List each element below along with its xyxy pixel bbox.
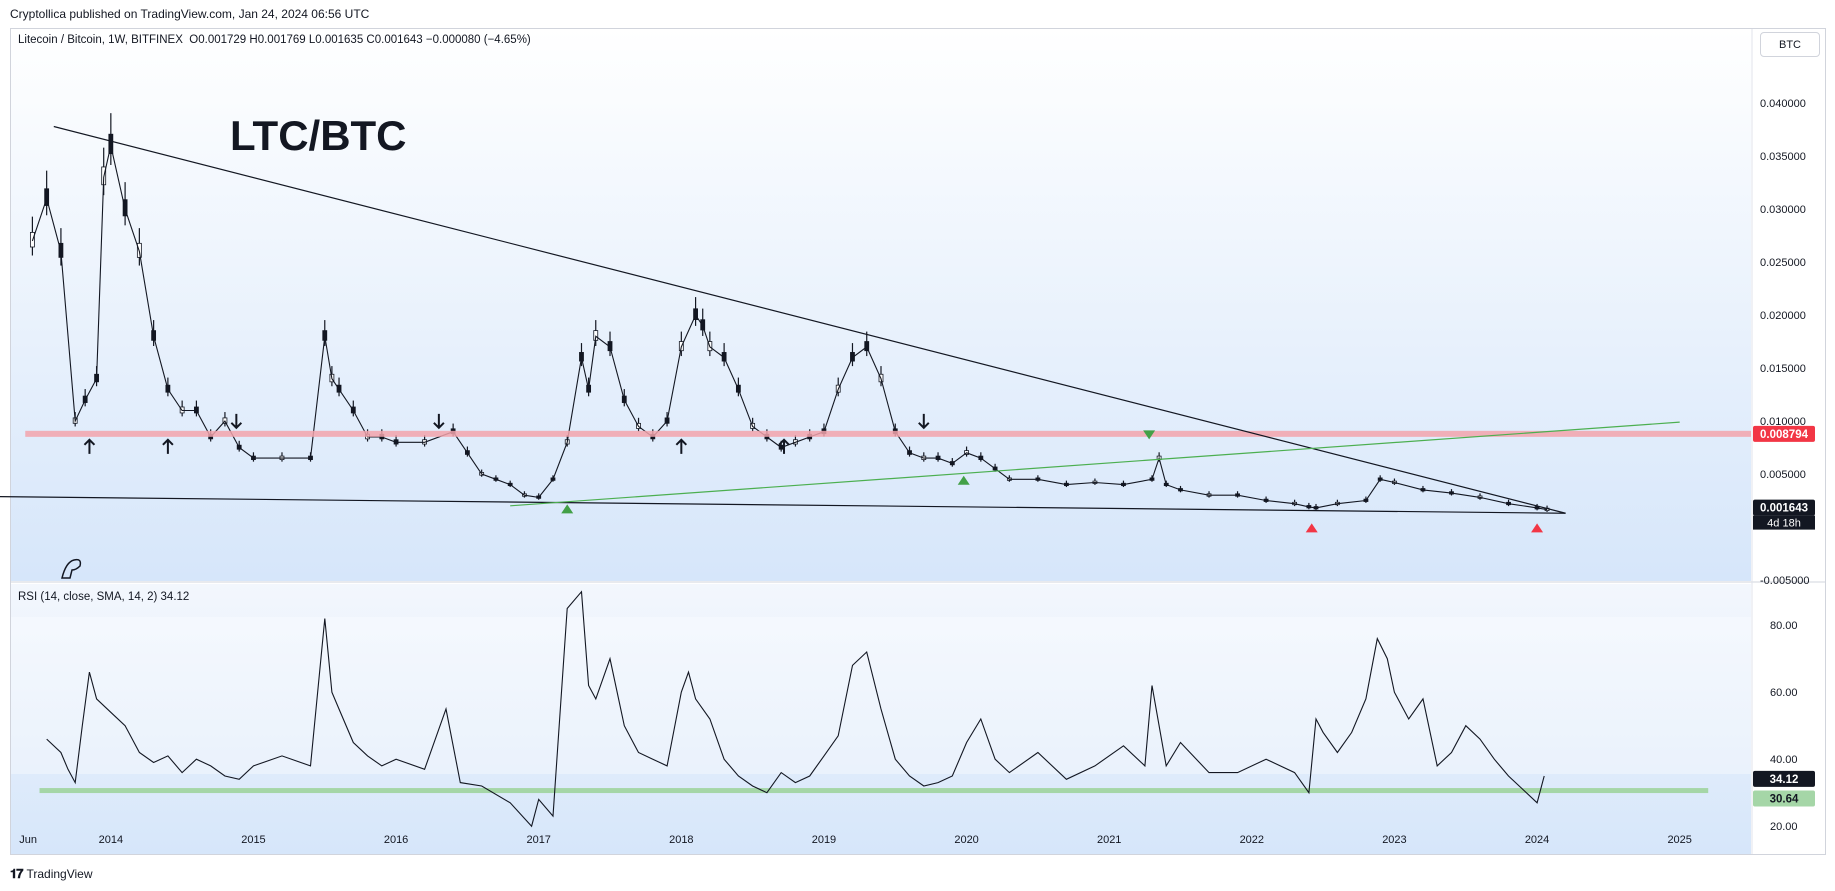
symbol-legend[interactable]: Litecoin / Bitcoin, 1W, BITFINEX O0.0017… <box>18 34 531 46</box>
up-arrow-icon <box>675 438 688 454</box>
rsi-value-badge-bg <box>1753 770 1815 787</box>
rsi-pane-bg <box>11 584 1751 854</box>
down-arrow-icon <box>230 413 243 430</box>
up-arrow-icon-path <box>675 438 688 454</box>
time-tick-label: 2023 <box>1382 834 1406 846</box>
rsi-tick-label: 20.00 <box>1770 821 1798 833</box>
price-tick-label: 0.020000 <box>1760 310 1806 322</box>
price-tick-label: 0.030000 <box>1760 204 1806 216</box>
price-candle-body <box>108 133 114 155</box>
footer-brand-text: TradingView <box>26 867 93 881</box>
rsi-ma-badge: 30.64 <box>1770 794 1799 806</box>
rsi-layer <box>39 590 1709 828</box>
time-tick-label: 2014 <box>99 834 123 846</box>
price-layer <box>0 113 1751 579</box>
support-trendline[interactable] <box>0 496 1566 514</box>
time-tick-label: 2025 <box>1667 834 1691 846</box>
up-arrow-icon <box>778 438 790 454</box>
time-tick-label: 2017 <box>526 834 550 846</box>
price-tick-label: 0.025000 <box>1760 257 1806 269</box>
symbol-name: Litecoin / Bitcoin, 1W, BITFINEX <box>18 34 183 46</box>
up-arrow-icon-path <box>162 438 174 454</box>
rsi-line <box>46 590 1545 828</box>
chart-frame <box>10 28 1826 855</box>
down-arrow-icon-path <box>433 413 445 430</box>
down-arrow-icon-path <box>918 413 930 430</box>
resistance-price-badge-bg <box>1753 425 1815 442</box>
time-tick-label: 2020 <box>954 834 978 846</box>
red-up-marker-icon <box>1531 523 1544 533</box>
green-up-marker-icon <box>957 475 970 485</box>
tradingview-logo-icon: 𝟏𝟕 <box>10 866 24 881</box>
time-tick-label: 2021 <box>1097 834 1121 846</box>
last-price-badge-bg <box>1753 499 1815 516</box>
green-up-marker-icon <box>561 504 574 514</box>
rsi-value-badge: 34.12 <box>1770 774 1799 786</box>
rsi-ma-badge-bg <box>1753 790 1815 807</box>
resistance-price-badge: 0.008794 <box>1760 429 1809 441</box>
time-tick-label: 2018 <box>669 834 693 846</box>
down-arrow-icon <box>918 413 930 430</box>
price-candle-body <box>721 352 727 362</box>
price-tick-label: 0.015000 <box>1760 363 1806 375</box>
publish-header: Cryptollica published on TradingView.com… <box>10 7 370 21</box>
price-tick-label: 0.005000 <box>1760 469 1806 481</box>
dino-icon <box>61 558 82 579</box>
price-tick-label: 0.040000 <box>1760 98 1806 110</box>
rsi-tick-label: 40.00 <box>1770 754 1798 766</box>
footer-branding[interactable]: 𝟏𝟕 TradingView <box>10 866 93 882</box>
unit-button[interactable]: BTC <box>1760 32 1820 57</box>
rsi-legend[interactable]: RSI (14, close, SMA, 14, 2) 34.12 <box>18 591 190 603</box>
chart-title-drawing: LTC/BTC <box>230 112 407 159</box>
price-tick-label: 0.035000 <box>1760 151 1806 163</box>
price-pane-bg <box>11 29 1751 581</box>
axis-layer: 0.0450000.0400000.0350000.0300000.025000… <box>19 45 1815 846</box>
price-candle-body <box>607 341 613 352</box>
rsi-ma-band <box>39 788 1709 794</box>
time-tick-label: 2022 <box>1240 834 1264 846</box>
price-tick-label: -0.005000 <box>1760 575 1810 587</box>
time-tick-label: 2016 <box>384 834 408 846</box>
resistance-band <box>25 430 1751 437</box>
ohlc-values: O0.001729 H0.001769 L0.001635 C0.001643 … <box>189 34 531 46</box>
down-arrow-icon <box>433 413 445 430</box>
time-tick-label: Jun <box>19 834 37 846</box>
rsi-tick-label: 80.00 <box>1770 620 1798 632</box>
green-down-marker-icon <box>1143 430 1156 440</box>
rsi-tick-label: 60.00 <box>1770 687 1798 699</box>
up-arrow-icon-path <box>83 438 96 454</box>
up-arrow-icon <box>162 438 174 454</box>
rsi-band-zone <box>11 617 1751 774</box>
time-tick-label: 2024 <box>1525 834 1549 846</box>
time-tick-label: 2015 <box>241 834 265 846</box>
countdown-badge-bg <box>1753 515 1815 530</box>
price-candle-body <box>864 341 870 352</box>
price-candle-body <box>850 352 855 362</box>
up-arrow-icon <box>83 438 96 454</box>
up-arrow-icon-path <box>778 438 790 454</box>
price-candle-body <box>579 352 584 362</box>
down-arrow-icon-path <box>230 413 243 430</box>
red-up-marker-icon <box>1305 523 1318 533</box>
price-tick-label: 0.010000 <box>1760 416 1806 428</box>
countdown-badge: 4d 18h <box>1767 518 1801 530</box>
time-tick-label: 2019 <box>812 834 836 846</box>
last-price-badge: 0.001643 <box>1760 503 1808 515</box>
green-trendline[interactable] <box>510 421 1680 507</box>
